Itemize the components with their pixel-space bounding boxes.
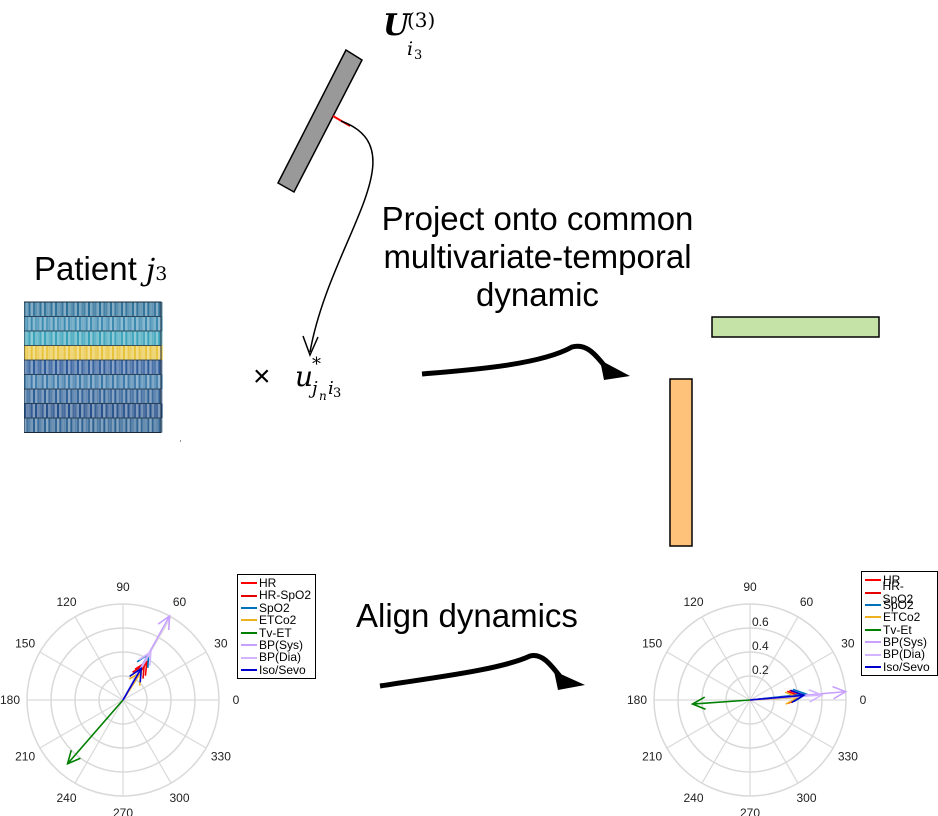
angle-tick-label: 240	[56, 791, 76, 805]
legend-entry: SpO2	[241, 600, 311, 615]
legend-swatch	[865, 603, 881, 606]
angle-tick-label: 60	[173, 595, 187, 609]
legend-label: BP(Dia)	[883, 647, 926, 662]
vector-iso-sevo	[749, 689, 806, 704]
legend-swatch	[241, 644, 257, 647]
angle-tick-label: 150	[15, 637, 35, 651]
legend-swatch	[241, 631, 257, 634]
angle-tick-label: 180	[0, 693, 20, 707]
legend-swatch	[865, 591, 881, 594]
angle-tick-label: 300	[796, 791, 816, 805]
legend-swatch	[865, 579, 881, 582]
legend-label: BP(Sys)	[259, 637, 304, 652]
legend-swatch	[865, 665, 881, 668]
legend-label: HR-SpO2	[882, 579, 914, 606]
legend-label: ETCo2	[259, 613, 297, 628]
left-legend: HR HR-SpO2 SpO2 ETCo2 Tv-ET BP(Sys) BP(Dia) Iso…	[237, 574, 317, 680]
legend-label: HR	[259, 576, 277, 590]
vector-tv-et	[690, 696, 751, 710]
u-factor-bar	[277, 48, 363, 194]
legend-entry: HR-SpO2	[865, 580, 933, 605]
legend-label: HR	[883, 573, 901, 587]
vector-iso-sevo	[122, 666, 143, 701]
legend-label: SpO2	[259, 600, 290, 615]
radial-tick-label: 0.6	[752, 615, 769, 629]
green-bar	[711, 316, 880, 338]
legend-entry: Iso/Sevo	[865, 659, 933, 674]
angle-tick-label: 120	[683, 595, 703, 609]
legend-swatch	[241, 582, 257, 585]
angle-tick-label: 240	[683, 791, 703, 805]
legend-label: BP(Sys)	[883, 634, 928, 649]
angle-tick-label: 30	[841, 637, 855, 651]
legend-swatch	[241, 656, 257, 659]
legend-entry: BP(Sys)	[241, 639, 311, 651]
legend-entry: HR-SpO2	[241, 588, 312, 603]
legend-label: HR-SpO2	[259, 588, 312, 603]
u-matrix-label: U i 3 (3)	[383, 8, 436, 63]
legend-label: Iso/Sevo	[883, 659, 930, 674]
angle-tick-label: 270	[113, 806, 133, 816]
angle-tick-label: 60	[800, 595, 814, 609]
legend-label: Tv-Et	[883, 622, 912, 637]
angle-tick-label: 300	[169, 791, 189, 805]
legend-swatch	[865, 616, 881, 619]
legend-entry: BP(Sys)	[865, 636, 933, 648]
legend-entry: HR	[865, 574, 933, 586]
vector-tv-et	[66, 699, 124, 766]
angle-tick-label: 180	[627, 693, 647, 707]
legend-entry: HR	[241, 577, 311, 589]
legend-entry: Tv-Et	[865, 622, 933, 637]
angle-tick-label: 90	[743, 580, 757, 594]
angle-tick-label: 150	[642, 637, 662, 651]
legend-entry: Iso/Sevo	[241, 662, 311, 677]
curve-arrow	[309, 120, 374, 353]
project-text: Project onto common multivariate-tempora…	[381, 200, 694, 313]
heatmap-tick	[180, 440, 181, 442]
angle-tick-label: 270	[740, 806, 760, 816]
legend-swatch	[865, 641, 881, 644]
angle-tick-label: 210	[15, 750, 35, 764]
right-legend: HR HR-SpO2 SpO2 ETCo2 Tv-Et BP(Sys) BP(Dia) Iso…	[861, 571, 938, 677]
angle-tick-label: 330	[211, 750, 231, 764]
legend-entry: BP(Dia)	[865, 647, 933, 662]
angle-tick-label: 330	[838, 750, 858, 764]
angle-tick-label: 0	[233, 693, 240, 707]
angle-tick-label: 210	[642, 750, 662, 764]
orange-bar	[669, 378, 693, 547]
legend-swatch	[241, 606, 257, 609]
align-arrow	[379, 653, 567, 689]
align-text: Align dynamics	[356, 597, 578, 634]
legend-entry: SpO2	[865, 597, 933, 612]
legend-entry: Tv-ET	[241, 625, 311, 640]
polar-grid	[26, 603, 220, 797]
angle-tick-label: 0	[860, 693, 867, 707]
legend-label: Iso/Sevo	[259, 662, 306, 677]
legend-entry: ETCo2	[241, 613, 311, 628]
legend-swatch	[241, 668, 257, 671]
angle-tick-label: 30	[214, 637, 228, 651]
patient-label: Patient j3	[34, 250, 168, 288]
coefficient-label: × u * j n i 3	[253, 354, 342, 403]
legend-entry: BP(Dia)	[241, 650, 311, 665]
legend-entry: ETCo2	[865, 610, 933, 625]
angle-tick-label: 90	[116, 580, 130, 594]
legend-swatch	[241, 619, 257, 622]
legend-swatch	[241, 594, 257, 597]
radial-tick-label: 0.4	[752, 639, 769, 653]
legend-label: BP(Dia)	[259, 650, 302, 665]
patient-heatmap	[24, 301, 163, 433]
legend-swatch	[865, 628, 881, 631]
polar-grid	[653, 603, 847, 797]
project-arrow	[421, 343, 612, 377]
legend-swatch	[865, 653, 881, 656]
legend-label: SpO2	[883, 597, 914, 612]
legend-label: Tv-ET	[259, 625, 292, 640]
radial-tick-label: 0.2	[752, 663, 769, 677]
angle-tick-label: 120	[56, 595, 76, 609]
legend-label: ETCo2	[883, 610, 921, 625]
